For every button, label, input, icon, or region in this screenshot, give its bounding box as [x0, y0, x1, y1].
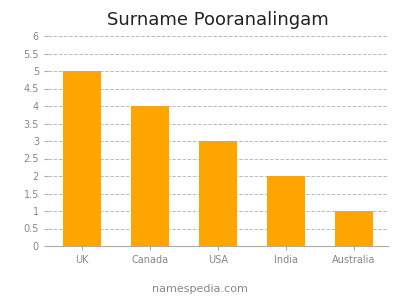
Bar: [64, 71, 101, 246]
Bar: [335, 211, 372, 246]
Bar: [267, 176, 305, 246]
Title: Surname Pooranalingam: Surname Pooranalingam: [107, 11, 329, 29]
Text: namespedia.com: namespedia.com: [152, 284, 248, 294]
Bar: [199, 141, 237, 246]
Bar: [131, 106, 169, 246]
